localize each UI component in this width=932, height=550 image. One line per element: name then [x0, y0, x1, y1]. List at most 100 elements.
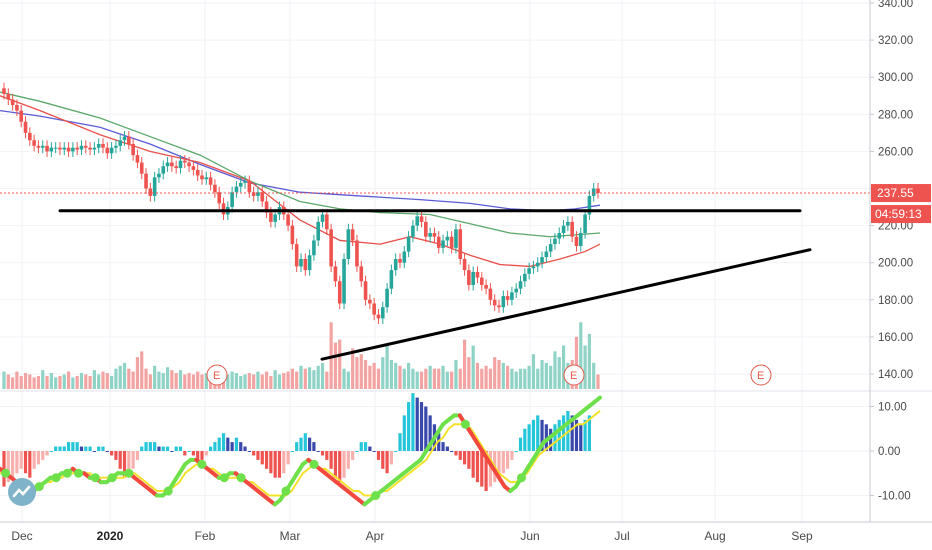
candle-body	[596, 188, 600, 194]
earnings-marker	[750, 364, 772, 386]
volume-bar	[148, 374, 152, 389]
macd-hist-bar	[178, 446, 183, 451]
macd-hist-bar	[419, 402, 424, 451]
candle-body	[376, 314, 381, 319]
volume-bar	[264, 371, 269, 389]
macd-hist-bar	[226, 437, 230, 451]
candle-body	[122, 136, 127, 141]
candle-body	[23, 121, 28, 133]
price-tick-label: 140.00	[878, 369, 913, 381]
candle-body	[497, 305, 501, 308]
volume-bar	[536, 368, 540, 389]
macd-hist-bar	[316, 451, 320, 452]
ma-green-line	[0, 91, 601, 238]
time-axis[interactable]: Dec 2020 Feb Mar Apr Jun Jul Aug Sep	[11, 529, 813, 543]
volume-bar	[544, 362, 548, 389]
macd-hist-bar	[209, 446, 213, 451]
candle-body	[346, 229, 351, 259]
candle-body	[221, 203, 226, 215]
volume-bar	[441, 365, 445, 389]
macd-hist-bar	[501, 451, 505, 474]
countdown-tag: 04:59:13	[871, 205, 931, 224]
candle-body	[479, 277, 484, 285]
candle-body	[398, 258, 402, 263]
macd-hist-bar	[411, 393, 415, 451]
macd-hist-bar	[260, 451, 264, 465]
macd-hist-bar	[105, 451, 109, 452]
candle-body	[273, 214, 277, 222]
candle-body	[114, 145, 118, 148]
volume-bar	[204, 373, 208, 389]
macd-hist-bar	[122, 451, 127, 478]
macd-tick-label: -10.00	[878, 491, 911, 503]
last-price-label: 237.55	[877, 186, 914, 200]
candle-body	[510, 292, 514, 300]
macd-cross-dot	[197, 459, 207, 469]
time-tick-label: Aug	[704, 529, 725, 543]
volume-bar	[320, 362, 325, 389]
macd-hist-bar	[325, 451, 329, 460]
time-tick-label: Jul	[614, 529, 629, 543]
macd-hist-bar	[247, 451, 251, 452]
macd-hist-bar	[303, 433, 307, 451]
macd-hist-bar	[333, 451, 338, 478]
volume-bar	[256, 371, 260, 389]
candle-body	[92, 147, 97, 150]
macd-hist-bar	[191, 451, 195, 456]
macd-hist-bar	[183, 451, 187, 456]
macd-hist-bar	[23, 451, 28, 474]
volume-bar	[523, 368, 527, 389]
time-tick-label: Feb	[195, 529, 216, 543]
macd-hist-bar	[450, 451, 454, 452]
volume-bar	[587, 333, 591, 389]
macd-hist-bar	[277, 451, 282, 478]
candle-body	[148, 188, 153, 196]
candle-body	[329, 229, 333, 267]
candle-body	[15, 105, 19, 111]
macd-hist-bar	[230, 442, 234, 451]
candle-body	[557, 233, 562, 239]
macd-hist-bar	[389, 451, 393, 465]
macd-hist-bar	[269, 451, 273, 474]
volume-bar	[454, 360, 458, 389]
volume-bar	[506, 365, 510, 389]
volume-bar	[269, 375, 273, 389]
last-price-tag: 237.55	[871, 184, 931, 203]
candle-body	[561, 225, 566, 234]
time-tick-label: Jun	[520, 529, 539, 543]
volume-bar	[540, 360, 544, 389]
volume-bar	[62, 374, 66, 389]
macd-hist-bar	[540, 419, 544, 451]
candle-body	[96, 143, 101, 148]
volume-bar	[372, 362, 376, 389]
macd-hist-bar	[549, 428, 553, 451]
candle-body	[518, 281, 523, 289]
macd-hist-bar	[402, 415, 406, 451]
trendlines[interactable]	[58, 209, 812, 361]
macd-hist-bar	[342, 451, 346, 478]
macd-hist-bar	[467, 451, 471, 469]
macd-cross-dot	[51, 473, 61, 483]
volume-bar	[574, 336, 579, 389]
macd-hist-bar	[557, 419, 561, 451]
macd-hist-bar	[480, 451, 484, 487]
candle-body	[566, 221, 570, 226]
candle-body	[372, 303, 376, 315]
volume-bar	[376, 368, 381, 389]
candle-body	[527, 268, 531, 274]
macd-cross-dot	[371, 491, 381, 500]
candle-body	[406, 236, 411, 252]
macd-hist-bar	[579, 424, 583, 451]
macd-hist-bar	[110, 451, 114, 456]
volume-bar	[79, 373, 84, 389]
volume-bar	[153, 365, 157, 389]
candle-body	[62, 147, 67, 150]
candle-body	[424, 221, 428, 237]
macd-hist-bar	[376, 451, 381, 460]
macd-cross-dot	[124, 468, 134, 478]
macd-axis[interactable]: 10.00 0.00 -10.00	[870, 402, 911, 503]
macd-hist-bar	[299, 437, 303, 451]
macd-hist-bar	[234, 437, 239, 451]
price-tick-label: 160.00	[878, 332, 913, 344]
